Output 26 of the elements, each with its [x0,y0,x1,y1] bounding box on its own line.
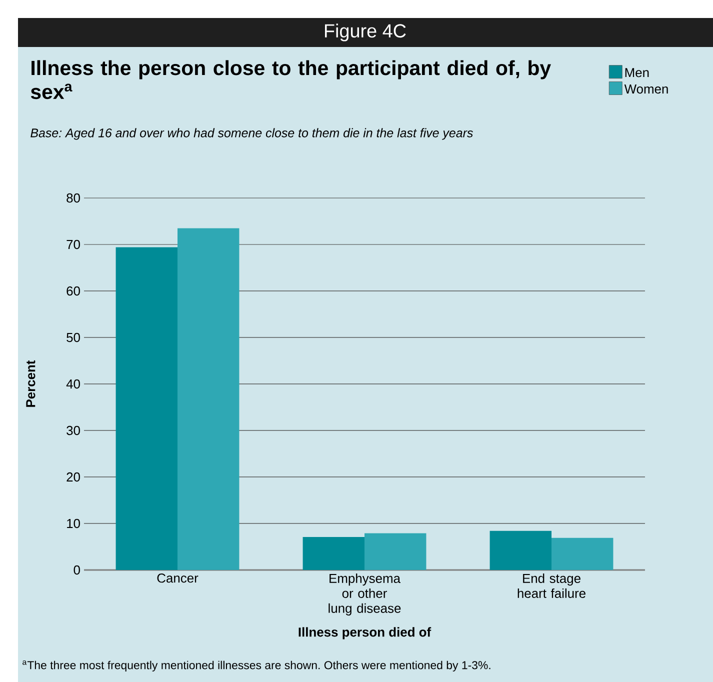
legend-label: Women [624,84,668,94]
chart-title: Illness the person close to the participant died of, by sex$^{a}$ [30,60,551,100]
bar [302,536,365,570]
y-tick-label: 60 [66,286,80,296]
y-tick-label: 70 [66,240,80,250]
caption: Figure 4C [324,24,406,42]
y-tick-label: 30 [66,426,80,436]
y-tick-label: 40 [66,379,80,389]
y-tick-label: 10 [67,518,80,528]
x-axis-title: Illness person died of [298,627,432,640]
chart-subtitle: Base: Aged 16 and over who had somene close to them die in the last five years [30,128,473,140]
y-axis-title: Percent [26,360,36,407]
y-tick-label: 50 [66,332,80,342]
y-tick-label: 0 [74,565,80,575]
y-tick-label: 20 [66,472,80,482]
bar [116,247,178,570]
bar [364,533,426,570]
x-tick-label: Cancer [157,574,198,583]
x-tick-label: Emphysema or other lung disease [328,574,401,616]
legend-label: Men [625,68,649,78]
y-tick-label: 80 [66,193,80,203]
text: $^{a}$The three most frequently mentioned illnesses are shown. Others were mentioned by 1-3%. [22,660,490,672]
bar [552,538,614,570]
bar [490,530,552,570]
x-tick-label: End stage heart failure [518,574,586,598]
bar [178,228,240,570]
